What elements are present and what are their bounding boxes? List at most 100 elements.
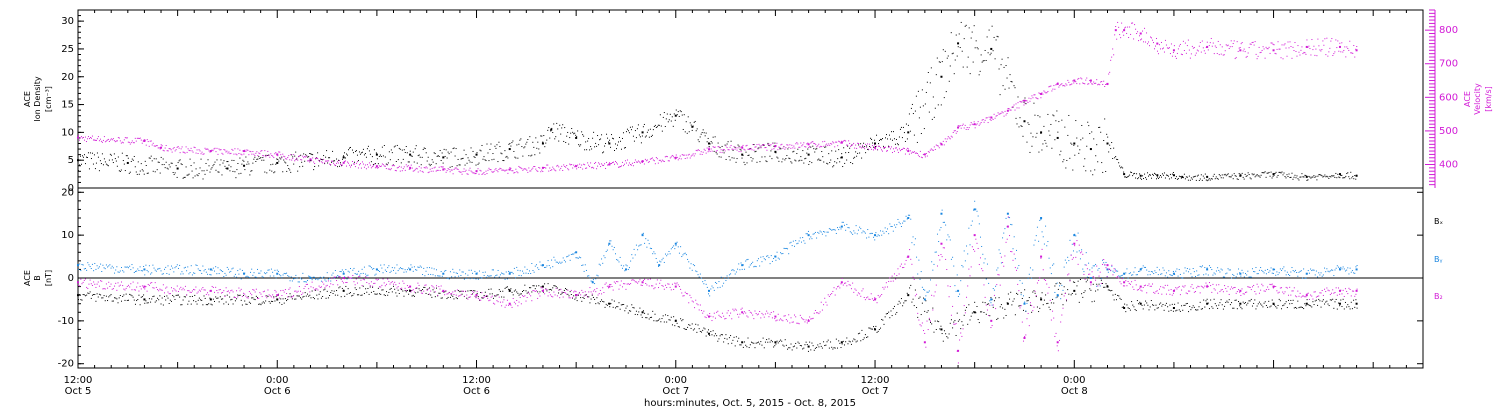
bx-sample (1196, 310, 1197, 311)
density-sample (1158, 178, 1159, 179)
velocity-sample (350, 167, 351, 168)
density-sample (305, 154, 306, 155)
velocity-sample (996, 116, 997, 117)
by-sample (312, 279, 313, 280)
bx-sample (113, 301, 114, 302)
density-sample (594, 146, 595, 147)
density-sample (911, 108, 912, 109)
by-sample (388, 265, 389, 266)
by-sample (365, 274, 366, 275)
by-sample (598, 275, 599, 276)
velocity-sample (146, 145, 147, 146)
bx-sample (83, 294, 84, 295)
bx-sample (743, 347, 744, 348)
by-sample (488, 276, 489, 277)
density-sample (875, 146, 876, 147)
velocity-sample (140, 138, 141, 139)
by-point (808, 234, 810, 236)
velocity-sample (647, 160, 648, 161)
velocity-sample (780, 144, 781, 145)
by-sample (249, 277, 250, 278)
bx-sample (1035, 293, 1036, 294)
velocity-sample (1218, 41, 1219, 42)
velocity-sample (1135, 29, 1136, 30)
velocity-sample (686, 155, 687, 156)
bx-sample (557, 287, 558, 288)
bx-sample (514, 291, 515, 292)
density-sample (531, 155, 532, 156)
by-sample (677, 242, 678, 243)
by-sample (780, 252, 781, 253)
velocity-sample (1139, 35, 1140, 36)
bx-sample (796, 348, 797, 349)
velocity-sample (864, 148, 865, 149)
velocity-tick-label: 500 (1439, 126, 1458, 137)
density-sample (589, 149, 590, 150)
bx-sample (752, 342, 753, 343)
density-point (1206, 176, 1208, 178)
density-sample (612, 138, 613, 139)
bx-sample (1131, 301, 1132, 302)
velocity-sample (1105, 84, 1106, 85)
density-sample (448, 152, 449, 153)
by-sample (105, 268, 106, 269)
bx-sample (980, 311, 981, 312)
velocity-sample (230, 153, 231, 154)
velocity-sample (1094, 83, 1095, 84)
by-sample (558, 263, 559, 264)
velocity-sample (1313, 46, 1314, 47)
density-sample (910, 131, 911, 132)
velocity-sample (765, 147, 766, 148)
velocity-sample (283, 156, 284, 157)
density-sample (1277, 177, 1278, 178)
bx-sample (399, 293, 400, 294)
by-sample (666, 255, 667, 256)
bx-sample (842, 343, 843, 344)
density-sample (1026, 142, 1027, 143)
bx-sample (374, 293, 375, 294)
velocity-sample (747, 145, 748, 146)
by-sample (137, 268, 138, 269)
density-sample (334, 160, 335, 161)
bx-sample (308, 296, 309, 297)
bx-sample (530, 287, 531, 288)
velocity-sample (289, 159, 290, 160)
velocity-sample (649, 161, 650, 162)
density-sample (313, 169, 314, 170)
by-sample (170, 269, 171, 270)
density-sample (1116, 159, 1117, 160)
density-sample (791, 163, 792, 164)
velocity-sample (1182, 54, 1183, 55)
by-sample (993, 288, 994, 289)
velocity-sample (1037, 98, 1038, 99)
by-sample (444, 271, 445, 272)
bx-sample (285, 298, 286, 299)
by-sample (778, 258, 779, 259)
bx-sample (648, 314, 649, 315)
velocity-sample (1210, 42, 1211, 43)
density-sample (675, 120, 676, 121)
velocity-sample (1204, 50, 1205, 51)
velocity-sample (673, 156, 674, 157)
velocity-sample (1104, 86, 1105, 87)
bx-sample (983, 312, 984, 313)
by-sample (593, 279, 594, 280)
by-sample (482, 272, 483, 273)
density-sample (749, 155, 750, 156)
velocity-sample (678, 159, 679, 160)
density-sample (1330, 176, 1331, 177)
density-sample (515, 158, 516, 159)
density-sample (304, 161, 305, 162)
by-point (625, 268, 627, 270)
bx-sample (838, 340, 839, 341)
by-sample (672, 247, 673, 248)
bx-sample (956, 335, 957, 336)
density-sample (183, 178, 184, 179)
density-sample (1295, 177, 1296, 178)
velocity-sample (327, 160, 328, 161)
density-tick-label: 10 (61, 127, 74, 138)
by-sample (751, 263, 752, 264)
density-sample (988, 52, 989, 53)
velocity-sample (796, 142, 797, 143)
density-sample (156, 158, 157, 159)
